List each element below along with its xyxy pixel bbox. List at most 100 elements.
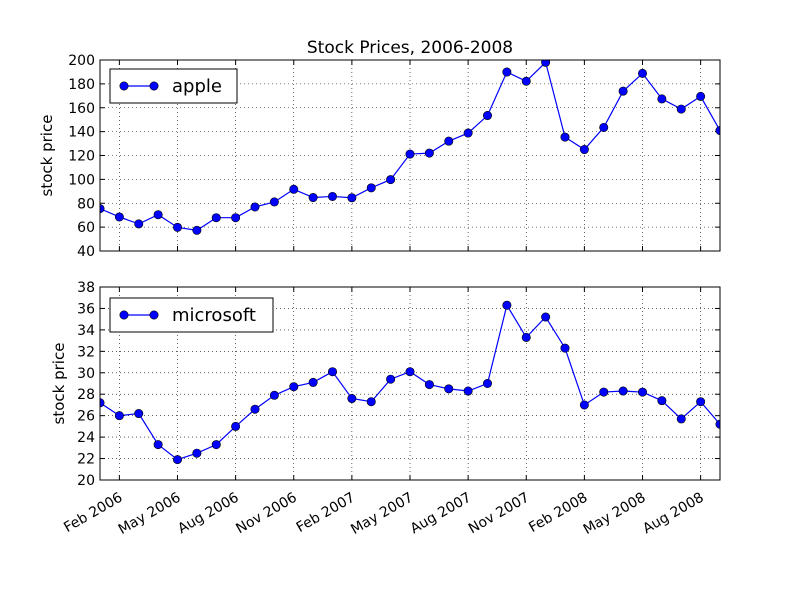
y-axis-label: stock price [38,115,56,197]
data-point-microsoft [231,421,241,431]
data-point-microsoft [386,374,396,384]
data-point-microsoft [637,387,647,397]
data-point-apple [637,68,647,78]
data-point-microsoft [579,400,589,410]
data-point-apple [424,148,434,158]
y-tick-label: 28 [77,387,95,403]
data-point-microsoft [153,440,163,450]
y-tick-label: 32 [77,344,95,360]
y-tick-label: 22 [77,452,95,468]
y-tick-label: 20 [77,473,95,489]
data-point-apple [153,210,163,220]
data-point-microsoft [463,386,473,396]
data-point-microsoft [521,332,531,342]
data-point-microsoft [250,404,260,414]
data-point-apple [269,197,279,207]
data-point-apple [173,222,183,232]
x-tick-label: Feb 2006 [61,490,125,536]
data-point-microsoft [347,394,357,404]
data-point-apple [541,60,551,67]
data-point-microsoft [560,343,570,353]
data-point-apple [676,104,686,114]
data-point-apple [405,149,415,159]
y-tick-label: 38 [77,280,95,296]
data-point-microsoft [657,396,667,406]
y-tick-label: 160 [68,101,95,117]
y-tick-label: 140 [68,125,95,141]
x-tick-label: Nov 2006 [233,490,299,538]
data-point-apple [231,213,241,223]
data-point-microsoft [114,411,124,421]
plot-frame [99,286,721,481]
y-tick-label: 24 [77,430,95,446]
legend-label: apple [172,76,222,97]
microsoft-panel: 20 22 24 26 28 30 32 34 36 38 stock price microsoft… [50,280,721,538]
data-point-microsoft [211,440,221,450]
data-point-apple [134,219,144,229]
plot-frame [99,59,721,252]
x-tick-label: Nov 2007 [466,490,532,538]
legend: microsoft [109,297,274,333]
data-point-apple [250,202,260,212]
x-tick-label: May 2006 [116,490,184,538]
series-microsoft [100,300,720,465]
data-point-microsoft [676,414,686,424]
legend-label: microsoft [172,305,256,326]
data-point-apple [696,91,706,101]
data-point-apple [618,86,628,96]
y-tick-label: 36 [77,301,95,317]
data-point-microsoft [482,378,492,388]
data-point-microsoft [502,300,512,310]
y-tick-label: 26 [77,409,95,425]
data-point-microsoft [618,386,628,396]
data-point-microsoft [269,390,279,400]
y-tick-label: 60 [77,220,95,236]
data-point-microsoft [308,377,318,387]
y-tick-label: 30 [77,366,95,382]
x-tick-label: Aug 2006 [175,490,241,538]
data-point-microsoft [192,448,202,458]
data-point-apple [308,193,318,203]
chart-title: Stock Prices, 2006-2008 [307,38,513,58]
y-tick-label: 200 [68,53,95,69]
x-tick-label: Aug 2008 [640,490,706,538]
x-tick-label: May 2008 [581,490,649,538]
y-tick-label: 80 [77,196,95,212]
x-tick-label: May 2007 [348,490,416,538]
data-point-microsoft [424,380,434,390]
data-point-microsoft [173,455,183,465]
data-point-apple [560,132,570,142]
data-point-apple [327,191,337,201]
data-point-microsoft [366,397,376,407]
x-tick-label: Feb 2007 [294,490,358,536]
data-point-apple [463,128,473,138]
data-point-microsoft [327,367,337,377]
y-tick-label: 180 [68,77,95,93]
legend-marker [119,81,129,91]
y-axis-label: stock price [50,343,68,425]
data-point-microsoft [444,384,454,394]
data-point-apple [502,67,512,77]
legend-marker [149,81,159,91]
data-point-microsoft [289,382,299,392]
data-point-microsoft [599,387,609,397]
y-tick-label: 120 [68,149,95,165]
legend-marker [149,310,159,320]
y-tick-label: 40 [77,244,95,260]
x-tick-label: Aug 2007 [408,490,474,538]
x-tick-label: Feb 2008 [526,490,590,536]
legend-marker [119,310,129,320]
apple-panel: 40 60 80 100 120 140 160 180 200 stock price apple [38,53,721,260]
data-point-microsoft [541,312,551,322]
data-point-apple [114,212,124,222]
data-point-apple [444,136,454,146]
y-tick-label: 34 [77,323,95,339]
data-point-apple [579,145,589,155]
data-point-apple [482,111,492,121]
y-tick-label: 100 [68,172,95,188]
data-point-microsoft [134,409,144,419]
panels: 40 60 80 100 120 140 160 180 200 stock price apple… [38,53,721,538]
data-point-apple [192,225,202,235]
data-point-apple [521,76,531,86]
